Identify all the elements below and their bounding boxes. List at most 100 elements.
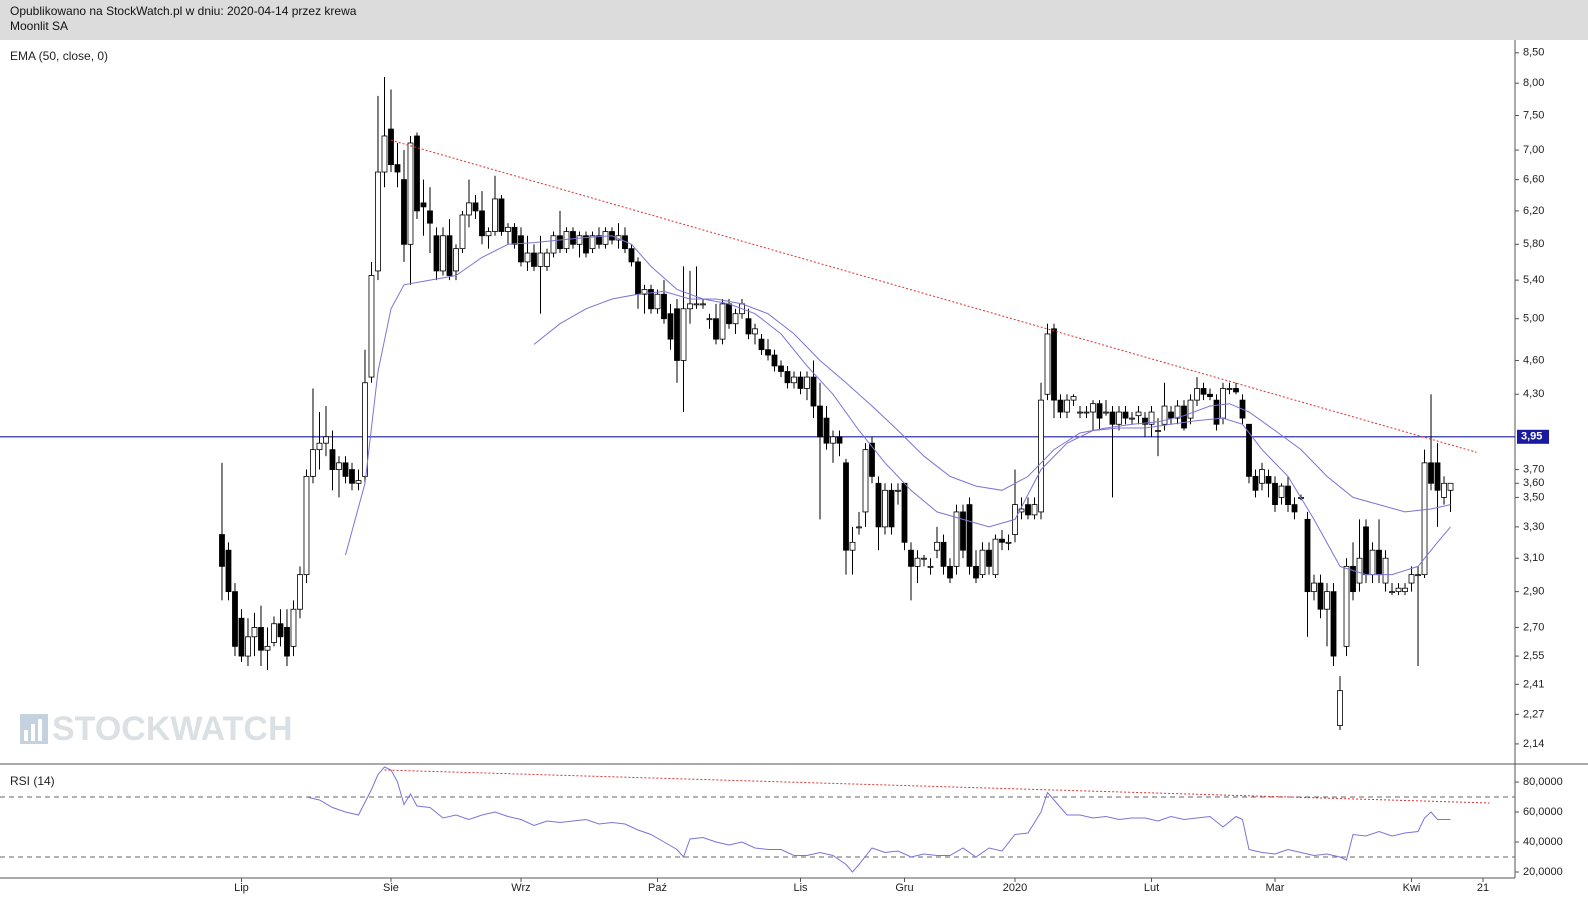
header-bar xyxy=(0,0,1588,40)
candle-body xyxy=(316,442,323,451)
y-tick-label: 2,14 xyxy=(1523,738,1544,750)
candle-body xyxy=(1174,405,1181,419)
candle-body xyxy=(1415,574,1421,577)
candle-body xyxy=(531,252,537,267)
candle-body xyxy=(1148,411,1155,425)
candle-body xyxy=(654,293,661,310)
candle-body xyxy=(518,235,524,263)
candle-body xyxy=(1285,485,1291,506)
candle-body xyxy=(810,376,817,407)
candle-body xyxy=(1226,388,1233,390)
candle-body xyxy=(1005,541,1012,544)
candle-body xyxy=(661,293,667,320)
y-tick-label: 3,30 xyxy=(1523,521,1544,533)
y-tick-label: 3,70 xyxy=(1523,463,1544,475)
candle-body xyxy=(719,303,726,340)
x-tick-label: Sie xyxy=(383,882,399,894)
candle-body xyxy=(479,210,485,237)
candle-body xyxy=(700,303,706,306)
indicator-line xyxy=(306,766,1451,873)
candle-body xyxy=(1187,399,1194,419)
candle-body xyxy=(693,303,700,306)
candle-body xyxy=(466,202,472,216)
y-tick-label: 2,70 xyxy=(1523,621,1544,633)
y-tick-label: 6,60 xyxy=(1523,173,1544,185)
candle-body xyxy=(355,480,362,484)
candle-body xyxy=(1246,423,1252,477)
y-tick-label: 5,00 xyxy=(1523,313,1544,325)
candle-body xyxy=(1356,557,1363,584)
candle-body xyxy=(849,541,856,551)
candle-body xyxy=(420,202,427,208)
candle-body xyxy=(394,164,401,173)
price-label-box xyxy=(1517,429,1549,444)
candle-body xyxy=(1324,591,1330,610)
y-tick-label: 3,10 xyxy=(1523,552,1544,564)
candle-body xyxy=(557,235,563,250)
candle-body xyxy=(934,541,940,551)
x-tick-label: Lis xyxy=(793,882,808,894)
candle-body xyxy=(1129,417,1135,420)
candle-body xyxy=(1428,462,1434,484)
y-tick-label: 8,50 xyxy=(1523,47,1544,59)
candle-body xyxy=(1259,469,1265,484)
candle-body xyxy=(271,623,277,643)
x-tick-label: Kwi xyxy=(1403,882,1421,894)
candle-body xyxy=(1051,328,1057,401)
candle-body xyxy=(453,248,459,272)
candle-body xyxy=(1220,388,1226,419)
indicator-label: EMA (50, close, 0) xyxy=(10,49,108,63)
candle-body xyxy=(1213,399,1220,425)
watermark: STOCKWATCH xyxy=(20,710,293,748)
candle-body xyxy=(232,591,238,647)
candle-body xyxy=(1038,399,1044,513)
candle-body xyxy=(713,318,719,340)
candle-body xyxy=(1265,475,1272,484)
candle-body xyxy=(1090,403,1096,413)
candle-body xyxy=(1077,411,1083,414)
candle-body xyxy=(1304,518,1311,593)
x-tick-label: Mar xyxy=(1266,882,1285,894)
candle-body xyxy=(1070,396,1077,401)
candle-body xyxy=(505,226,511,232)
candle-body xyxy=(856,526,862,529)
y-tick-label: 20,0000 xyxy=(1523,866,1563,878)
candle-body xyxy=(1441,482,1447,498)
candle-body xyxy=(264,645,271,651)
candle-body xyxy=(1018,508,1025,513)
candle-body xyxy=(1395,587,1402,593)
watermark-icon xyxy=(38,719,42,741)
candle-body xyxy=(1057,399,1064,413)
candle-body xyxy=(1044,333,1051,395)
candle-body xyxy=(277,623,284,638)
indicator-label: RSI (14) xyxy=(10,774,55,788)
candle-body xyxy=(375,171,381,272)
x-tick-label: 2020 xyxy=(1003,882,1027,894)
y-tick-label: 60,0000 xyxy=(1523,806,1563,818)
candle-body xyxy=(1168,411,1174,419)
candle-body xyxy=(1343,565,1350,647)
candle-body xyxy=(284,627,290,657)
candle-body xyxy=(732,313,739,325)
candle-body xyxy=(635,261,641,295)
candle-body xyxy=(648,289,654,310)
candle-body xyxy=(1272,482,1278,506)
candle-body xyxy=(329,449,336,470)
candle-body xyxy=(1233,388,1239,393)
candle-body xyxy=(524,252,531,263)
candle-body xyxy=(1083,411,1090,414)
candle-body xyxy=(947,565,953,579)
candle-body xyxy=(888,489,895,528)
candle-body xyxy=(927,565,934,568)
candle-body xyxy=(238,617,245,657)
candle-body xyxy=(303,475,310,576)
candle-body xyxy=(310,449,316,477)
candle-body xyxy=(563,231,570,250)
y-tick-label: 2,27 xyxy=(1523,708,1544,720)
indicator-line xyxy=(345,235,1451,576)
y-tick-label: 80,0000 xyxy=(1523,776,1563,788)
candle-body xyxy=(752,328,758,335)
x-tick-label: Lut xyxy=(1144,882,1159,894)
candle-body xyxy=(1447,482,1454,491)
candle-body xyxy=(1122,411,1129,419)
